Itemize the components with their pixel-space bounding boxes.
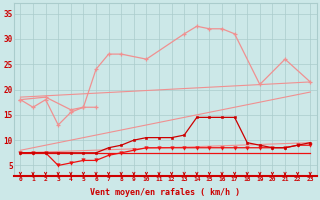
X-axis label: Vent moyen/en rafales ( km/h ): Vent moyen/en rafales ( km/h ) xyxy=(90,188,240,197)
